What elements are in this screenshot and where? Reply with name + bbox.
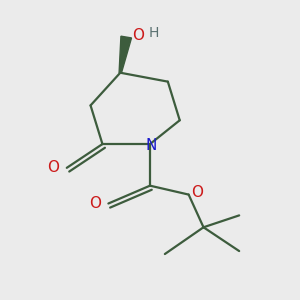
Text: H: H xyxy=(148,26,159,40)
Text: O: O xyxy=(132,28,144,43)
Text: N: N xyxy=(146,138,157,153)
Text: O: O xyxy=(192,185,204,200)
Polygon shape xyxy=(119,36,131,73)
Text: O: O xyxy=(89,196,101,211)
Text: O: O xyxy=(47,160,59,175)
